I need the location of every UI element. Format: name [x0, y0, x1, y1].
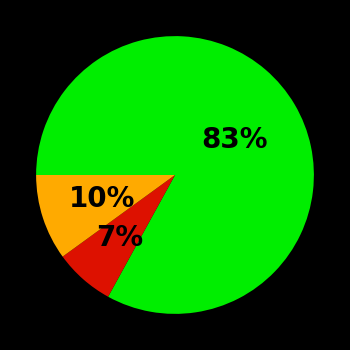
Wedge shape — [63, 175, 175, 297]
Text: 83%: 83% — [202, 126, 268, 154]
Text: 7%: 7% — [96, 224, 144, 252]
Text: 10%: 10% — [69, 184, 135, 212]
Wedge shape — [36, 175, 175, 257]
Wedge shape — [36, 36, 314, 314]
